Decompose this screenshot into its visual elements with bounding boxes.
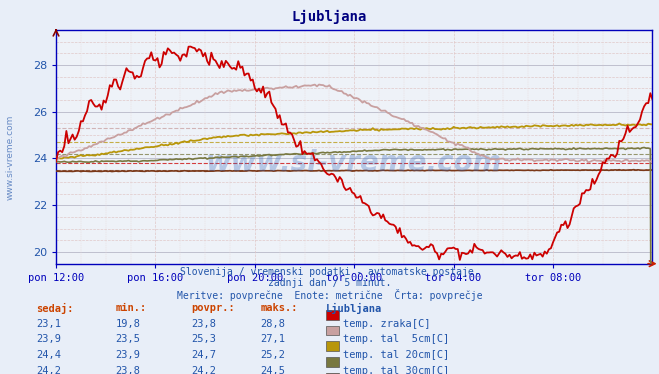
Text: 23,9: 23,9: [115, 350, 140, 360]
Text: 25,3: 25,3: [191, 334, 216, 344]
Text: 27,1: 27,1: [260, 334, 285, 344]
Text: 23,1: 23,1: [36, 319, 61, 329]
Text: temp. tal 20cm[C]: temp. tal 20cm[C]: [343, 350, 449, 360]
Text: temp. tal  5cm[C]: temp. tal 5cm[C]: [343, 334, 449, 344]
Text: www.si-vreme.com: www.si-vreme.com: [206, 149, 502, 177]
Text: 23,5: 23,5: [115, 334, 140, 344]
Text: povpr.:: povpr.:: [191, 303, 235, 313]
Text: 23,9: 23,9: [36, 334, 61, 344]
Text: Ljubljana: Ljubljana: [326, 303, 382, 314]
Text: 24,2: 24,2: [36, 366, 61, 374]
Text: 24,7: 24,7: [191, 350, 216, 360]
Text: 24,2: 24,2: [191, 366, 216, 374]
Text: temp. zraka[C]: temp. zraka[C]: [343, 319, 431, 329]
Text: www.si-vreme.com: www.si-vreme.com: [5, 114, 14, 200]
Text: 24,5: 24,5: [260, 366, 285, 374]
Text: Ljubljana: Ljubljana: [292, 9, 367, 24]
Text: sedaj:: sedaj:: [36, 303, 74, 314]
Text: 28,8: 28,8: [260, 319, 285, 329]
Text: min.:: min.:: [115, 303, 146, 313]
Text: Slovenija / vremenski podatki - avtomatske postaje.: Slovenija / vremenski podatki - avtomats…: [180, 267, 479, 277]
Text: 24,4: 24,4: [36, 350, 61, 360]
Text: Meritve: povprečne  Enote: metrične  Črta: povprečje: Meritve: povprečne Enote: metrične Črta:…: [177, 289, 482, 301]
Text: maks.:: maks.:: [260, 303, 298, 313]
Text: temp. tal 30cm[C]: temp. tal 30cm[C]: [343, 366, 449, 374]
Text: 25,2: 25,2: [260, 350, 285, 360]
Text: zadnji dan / 5 minut.: zadnji dan / 5 minut.: [268, 278, 391, 288]
Text: 19,8: 19,8: [115, 319, 140, 329]
Text: 23,8: 23,8: [115, 366, 140, 374]
Text: 23,8: 23,8: [191, 319, 216, 329]
